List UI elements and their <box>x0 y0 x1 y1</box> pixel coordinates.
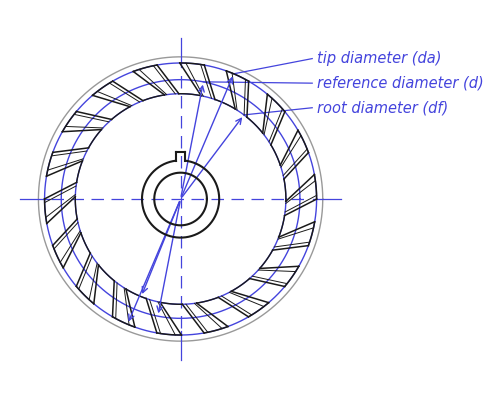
Text: tip diameter (da): tip diameter (da) <box>316 51 446 66</box>
Text: reference diameter (d): reference diameter (d) <box>316 76 488 91</box>
Text: root diameter (df): root diameter (df) <box>316 100 452 115</box>
